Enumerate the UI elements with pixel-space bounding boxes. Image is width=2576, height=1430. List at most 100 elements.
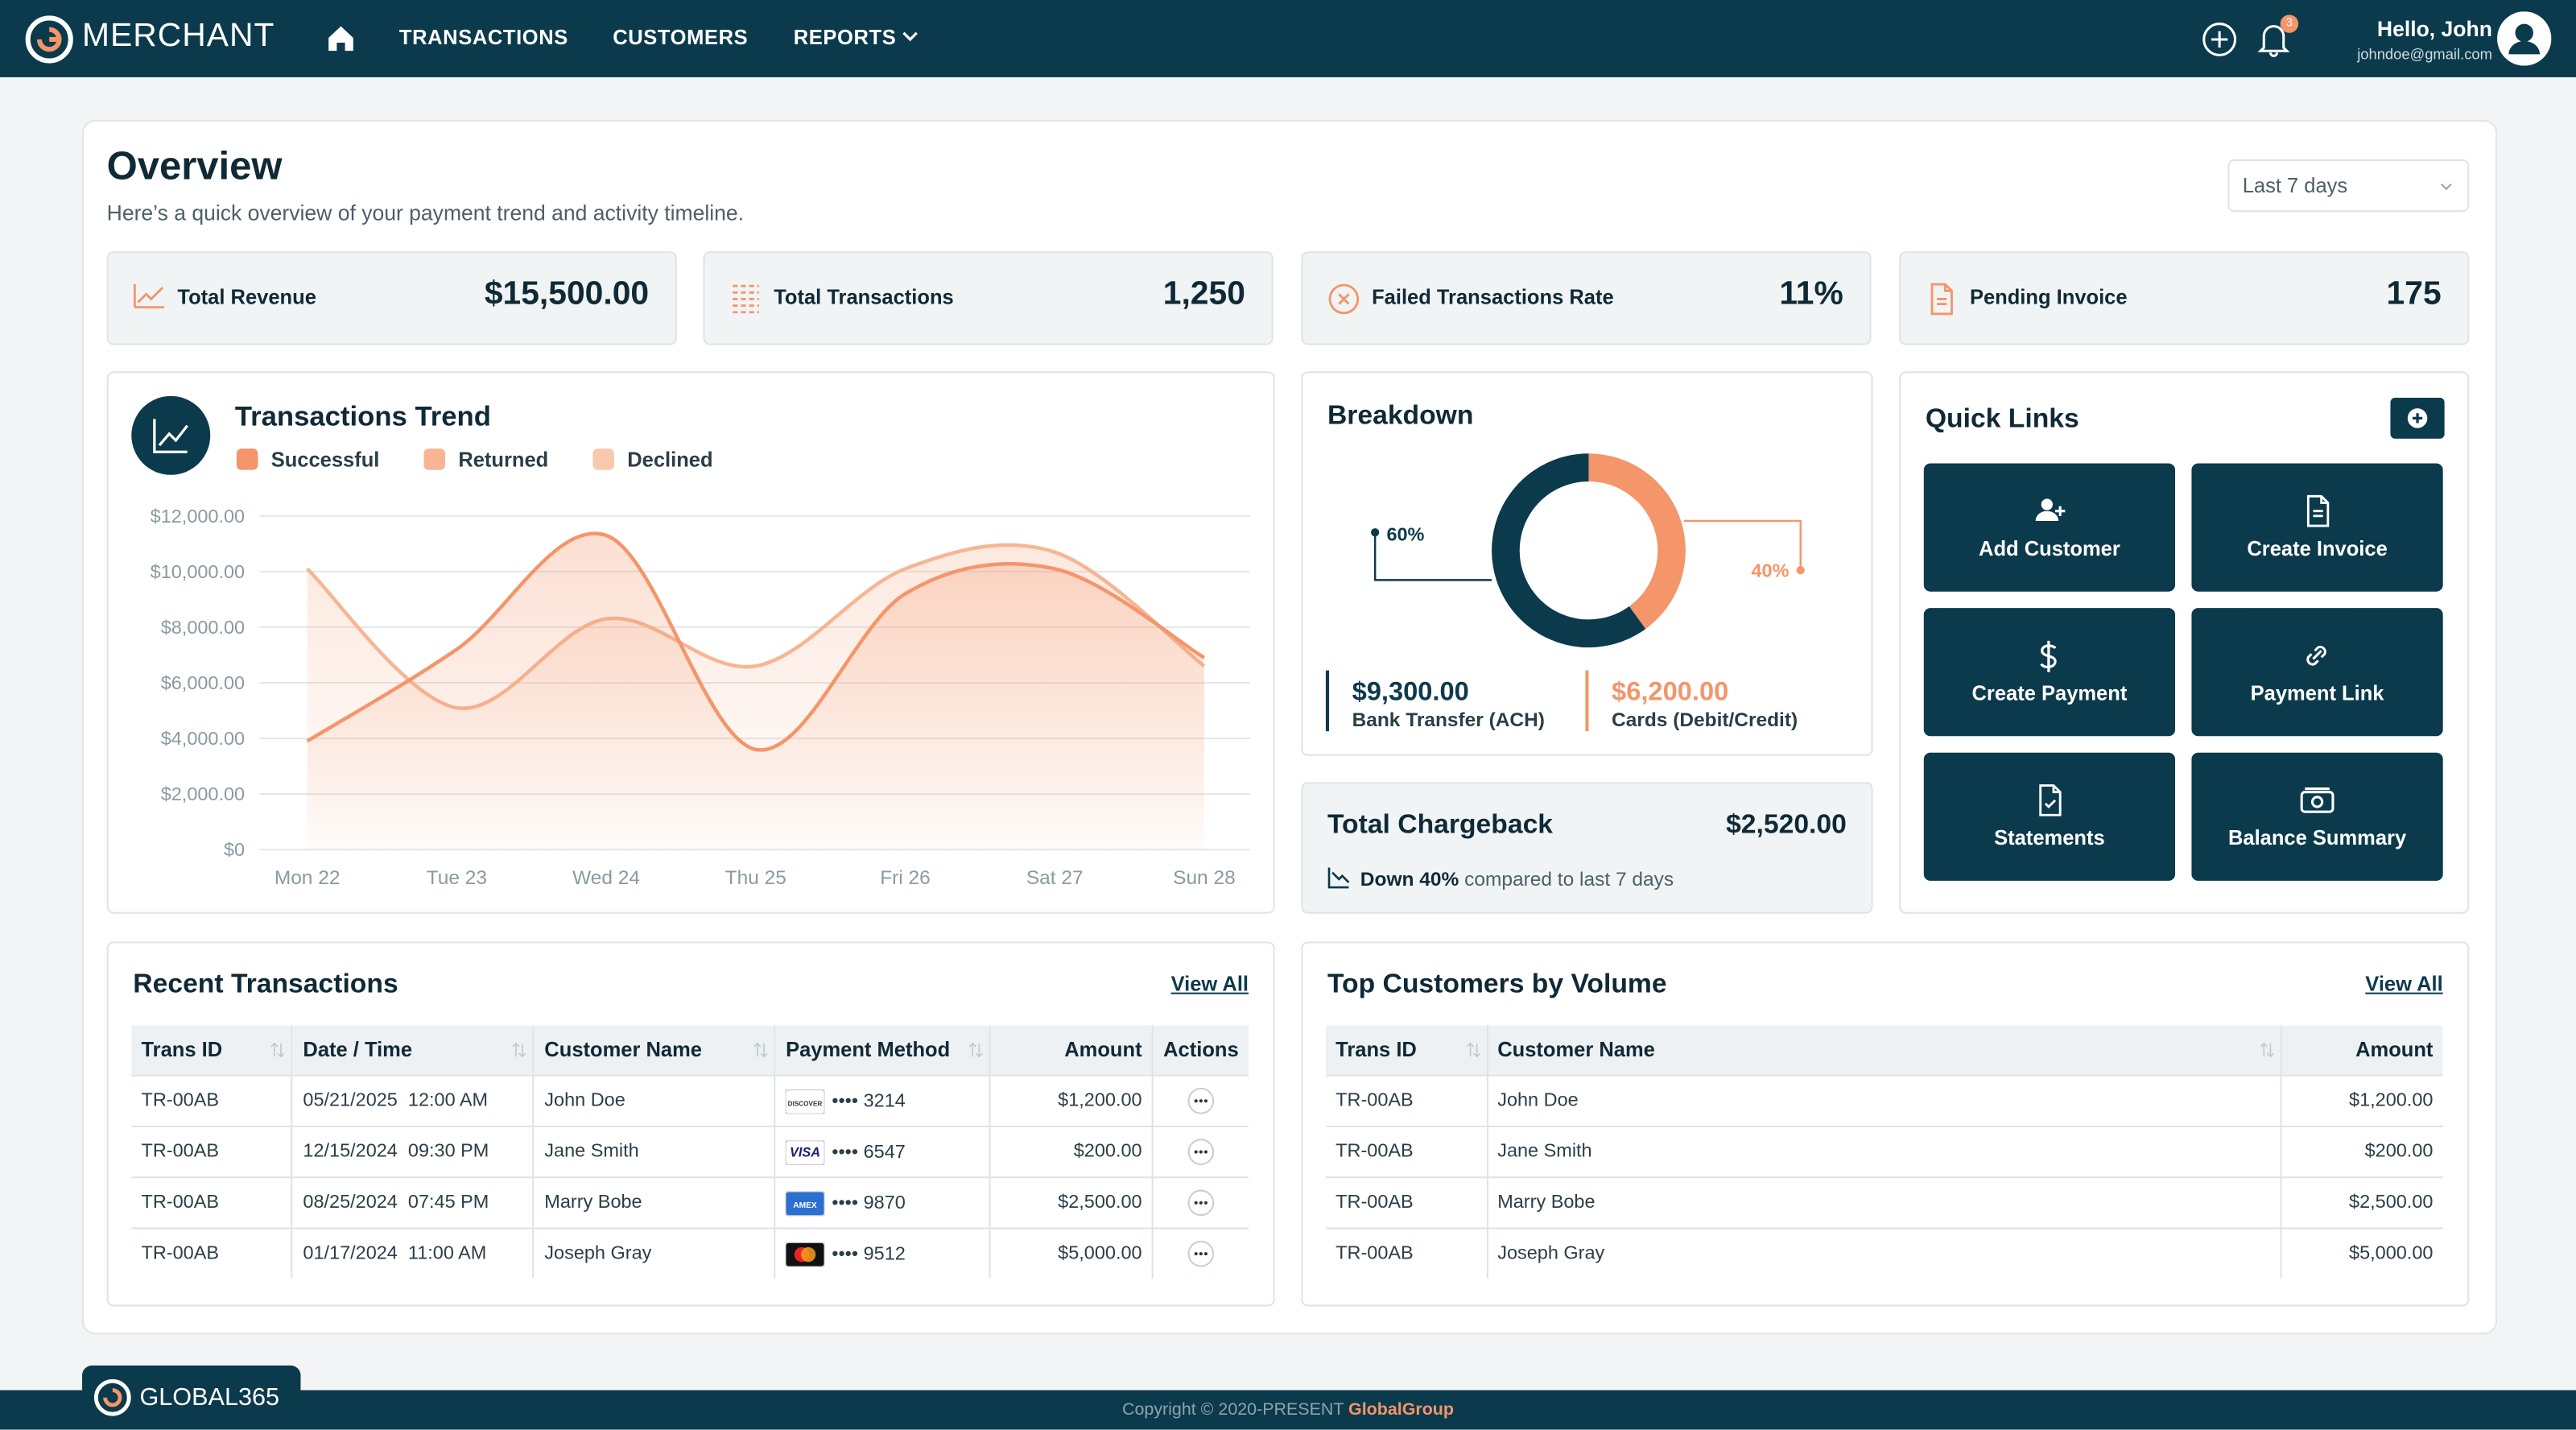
quick-link-label: Add Customer [1979,537,2120,560]
quick-link-icon [2300,787,2334,813]
change: Down 40% [1360,867,1459,891]
table-row: TR-00AB 01/17/2024 11:00 AM Joseph Gray •••… [131,1227,1249,1279]
quick-link[interactable]: Balance Summary [2191,752,2443,881]
quick-link-label: Statements [1994,826,2105,850]
quick-link[interactable]: Payment Link [2191,608,2443,737]
view-all[interactable]: View All [2365,973,2443,996]
email: johndoe@gmail.com [2357,46,2492,63]
y-tick-label: $8,000.00 [161,617,245,638]
table-row: TR-00AB John Doe $1,200.00 [1325,1074,2443,1126]
card-icon: AMEX [785,1189,827,1217]
legend-swatch [592,448,614,470]
x-tick-label: Mon 22 [275,867,341,889]
table-cell: Marry Bobe [1486,1176,2281,1229]
series-line [306,531,1206,752]
kpi-value: 175 [2386,275,2442,312]
column-header: Date / Time [292,1025,535,1076]
legend-label: Bank Transfer (ACH) [1352,709,1545,731]
series-area [307,533,1204,850]
range-select[interactable]: Last 7 days [2227,159,2470,213]
pie-slice [1588,453,1686,630]
kpi-value: 11% [1779,275,1843,312]
card-number: •••• 3214 [832,1091,906,1111]
quick-link-label: Create Invoice [2247,537,2388,560]
payment-cell: DISCOVER •••• 3214 [774,1074,991,1126]
x-tick-label: Sat 27 [1026,867,1084,889]
column-header: Trans ID [1325,1025,1488,1076]
chevron [2440,183,2452,191]
table-cell: TR-00AB [131,1176,294,1229]
table-row: TR-00AB Marry Bobe $2,500.00 [1325,1176,2443,1229]
card-icon: VISA [785,1139,827,1165]
x-tick-label: Tue 23 [427,867,487,889]
table-cell: $1,200.00 [2280,1074,2443,1126]
section-title: Top Customers by Volume [1327,969,1667,999]
kpi-icon [1930,283,1953,316]
actions-button[interactable] [1187,1139,1215,1165]
quick-link[interactable]: Create Payment [1923,608,2176,737]
table-cell: 05/21/2025 12:00 AM [292,1074,535,1126]
column-header: Amount [989,1025,1154,1076]
kpi-value: 1,250 [1162,275,1245,312]
column-header: Payment Method [774,1025,991,1076]
home-icon[interactable] [327,25,355,52]
quick-link[interactable]: Add Customer [1923,463,2176,592]
table-cell: TR-00AB [1325,1227,1488,1279]
copyright: Copyright © 2020-PRESENT [1122,1399,1344,1420]
logo-icon [93,1378,131,1416]
add-icon[interactable] [2202,22,2238,58]
table: Trans ID Date / Time Customer Name Payment … [131,1025,1249,1279]
breakdown-card: Breakdown 60% 40% $9,300.00 Bank Transfer (A… [1301,371,1873,756]
subtitle: Here’s a quick overview of your payment … [106,200,745,225]
payment-cell: AMEX •••• 9870 [774,1176,991,1229]
callout-dot [1796,566,1805,575]
add-link-button[interactable] [2390,397,2445,439]
logo-icon [25,15,73,64]
chart-title: Breakdown [1327,401,1473,431]
quick-link[interactable]: Create Invoice [2191,463,2443,592]
avatar[interactable] [2497,11,2552,66]
payment-cell: VISA •••• 6547 [774,1125,991,1178]
payment-cell: •••• 9512 [774,1227,991,1279]
page-title: Overview [106,144,283,189]
card-text: DISCOVER [788,1099,823,1106]
quick-link-icon [2039,784,2062,816]
nav-link[interactable]: CUSTOMERS [613,26,749,50]
kpi-card: Total Transactions 1,250 [703,251,1274,345]
table-row: TR-00AB 12/15/2024 09:30 PM Jane Smith VISA… [131,1125,1249,1178]
kpi-label: Total Transactions [774,286,954,309]
quick-link[interactable]: Statements [1923,752,2176,881]
nav-link[interactable]: TRANSACTIONS [398,26,568,50]
table-cell: 08/25/2024 07:45 PM [292,1176,535,1229]
view-all[interactable]: View All [1170,973,1249,996]
sort-icon [271,1042,285,1058]
kpi-icon [733,284,759,314]
column-header: Amount [2280,1025,2443,1076]
breakdown-chart: Breakdown 60% 40% $9,300.00 Bank Transfer (A… [1325,401,1805,732]
legend-label: Returned [458,449,548,472]
table-cell: TR-00AB [131,1125,294,1178]
trend-card: Transactions Trend Successful Returned Decl… [106,371,1275,914]
amount-label: $6,200.00 [1612,676,1728,705]
actions-button[interactable] [1187,1240,1215,1267]
legend-label: Cards (Debit/Credit) [1612,709,1798,731]
kpi-card: Failed Transactions Rate 11% [1301,251,1872,345]
table-cell: TR-00AB [1325,1176,1488,1229]
footer: Copyright © 2020-PRESENT GlobalGroup [0,1390,2576,1430]
bell-icon[interactable] [2257,19,2293,57]
kpi-icon [133,284,165,309]
quick-link-label: Payment Link [2250,681,2384,705]
table-cell: Joseph Gray [1486,1227,2281,1279]
table-cell: Jane Smith [1486,1125,2281,1178]
card-number: •••• 6547 [832,1142,906,1162]
actions-button[interactable] [1187,1088,1215,1114]
quick-link-icon [2035,498,2066,521]
header-row: Trans ID Date / Time Customer Name Payment … [131,1025,1249,1076]
sort-icon [513,1042,526,1058]
table: Trans ID Customer Name Amount TR-00AB John D… [1325,1025,2443,1279]
nav-link[interactable]: REPORTS [793,26,897,50]
card-icon: DISCOVER [785,1088,827,1114]
actions-button[interactable] [1187,1189,1215,1217]
sort-icon [969,1042,983,1058]
chevron [902,31,918,42]
